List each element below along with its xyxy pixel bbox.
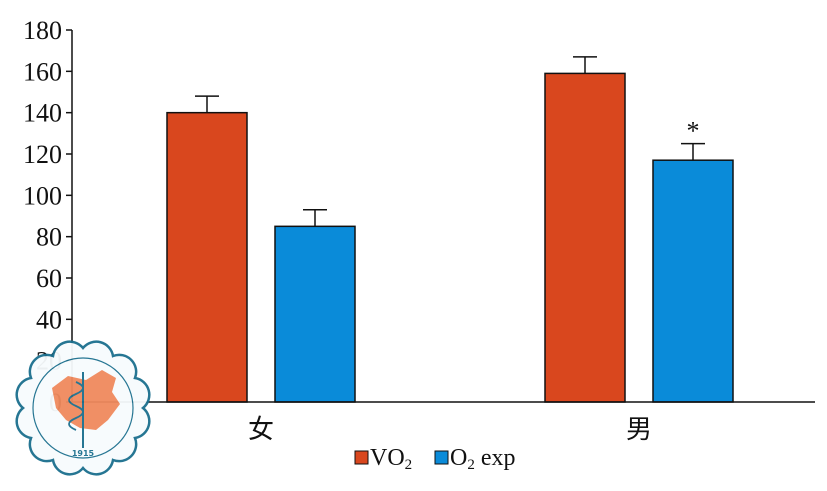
seal-inner-ring xyxy=(32,357,134,459)
bar xyxy=(274,225,356,403)
legend-label-subscript: 2 xyxy=(467,457,475,473)
y-tick-label: 180 xyxy=(23,16,62,45)
legend-label-main: VO xyxy=(370,445,405,471)
legend-swatch xyxy=(434,450,449,465)
y-tick-label: 120 xyxy=(23,140,62,169)
seal-year: 1915 xyxy=(72,449,95,458)
legend: VO2 O2 exp xyxy=(354,445,516,473)
legend-label-main: O xyxy=(450,445,467,471)
significance-annotation: * xyxy=(687,117,700,146)
legend-label: O2 exp xyxy=(450,445,516,473)
y-tick-label: 80 xyxy=(36,223,62,252)
y-tick-label: 140 xyxy=(23,99,62,128)
bar xyxy=(544,72,626,403)
y-tick-label: 100 xyxy=(23,181,62,210)
legend-label-subscript: 2 xyxy=(405,457,413,473)
x-axis: 女男 xyxy=(72,401,815,445)
y-tick-label: 40 xyxy=(36,305,62,334)
serpent-icon xyxy=(68,381,84,431)
y-tick-label: 160 xyxy=(23,57,62,86)
bar xyxy=(166,111,248,403)
x-category-label: 男 xyxy=(626,415,652,445)
legend-swatch xyxy=(354,450,369,465)
legend-label: VO2 xyxy=(370,445,412,473)
chinese-medical-association-seal: 1915 xyxy=(15,340,151,476)
bars: * xyxy=(166,56,734,403)
x-category-label: 女 xyxy=(248,415,274,445)
legend-label-suffix: exp xyxy=(475,445,516,471)
y-tick-label: 60 xyxy=(36,264,62,293)
china-map-icon xyxy=(52,370,120,430)
bar xyxy=(652,159,734,403)
